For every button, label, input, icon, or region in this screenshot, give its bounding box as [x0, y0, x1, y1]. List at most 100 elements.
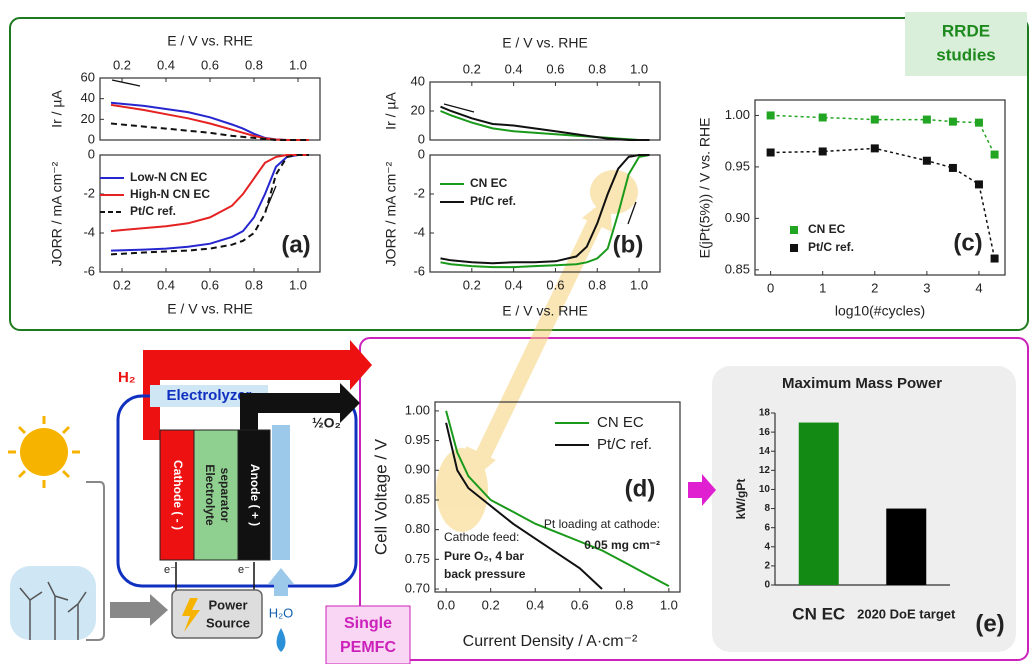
y-tick-label: -4: [83, 224, 95, 239]
series-line: [111, 105, 309, 140]
pemfc-label: PEMFC: [340, 639, 396, 656]
x-axis-label: E / V vs. RHE: [502, 303, 588, 319]
y-tick-label: 20: [411, 102, 425, 117]
figure: RRDE studies H₂ Electrolyzer: [0, 0, 1034, 664]
rrde-label: studies: [936, 45, 996, 64]
legend-label: High-N CN EC: [130, 187, 210, 201]
bar: [799, 423, 839, 585]
point: [991, 151, 999, 159]
x-tick-label: 0.8: [615, 597, 633, 612]
y-tick-label: 0: [418, 146, 425, 161]
point: [767, 149, 775, 157]
x-axis-label: E / V vs. RHE: [502, 35, 588, 51]
point: [871, 144, 879, 152]
x-tick-label: 1.0: [630, 277, 648, 292]
power-arrow: [110, 594, 168, 626]
pemfc-label: Single: [344, 615, 392, 632]
y-tick-label: 0.95: [405, 432, 430, 447]
h2-label: H₂: [118, 369, 136, 386]
x-axis-label: E / V vs. RHE: [167, 301, 253, 317]
legend-swatch: [790, 226, 798, 234]
x-tick-label: 0.4: [157, 277, 175, 292]
x-tick-label: 0.8: [588, 277, 606, 292]
x-tick-label: 1.0: [660, 597, 678, 612]
x-tick-label: 0.4: [157, 57, 175, 72]
x-tick-label: 4: [975, 280, 982, 295]
legend-label: CN EC: [597, 414, 644, 431]
x-tick-label: 1: [819, 280, 826, 295]
cathode-label: Cathode ( - ): [171, 460, 185, 530]
x-tick-label: 1.0: [630, 61, 648, 76]
point: [975, 180, 983, 188]
x-tick-label: 0.6: [201, 57, 219, 72]
x-tick-label: 3: [923, 280, 930, 295]
y-tick-label: 20: [81, 111, 95, 126]
point: [819, 147, 827, 155]
point: [923, 116, 931, 124]
electrolyzer-diagram: H₂ Electrolyzer ½O₂ Cathode ( - ) Electr…: [8, 340, 410, 664]
y-tick-label: 10: [759, 484, 771, 495]
series-line: [441, 111, 650, 140]
y-tick-label: 2: [764, 561, 770, 572]
annotation: (b): [613, 231, 644, 258]
y-tick-label: 0.95: [725, 158, 750, 173]
y-tick-label: 0: [88, 146, 95, 161]
x-tick-label: 0.4: [526, 597, 544, 612]
x-tick-label: 0.6: [201, 277, 219, 292]
x-tick-label: 0.6: [546, 61, 564, 76]
y-tick-label: 1.00: [725, 107, 750, 122]
y-tick-label: 0: [88, 131, 95, 146]
y-tick-label: 18: [759, 408, 771, 419]
y-tick-label: 0.90: [405, 462, 430, 477]
wind-turbines: [10, 566, 96, 640]
point: [991, 255, 999, 263]
o2-label: ½O₂: [312, 415, 341, 431]
y-tick-label: 16: [759, 427, 771, 438]
x-tick-label: 0.6: [571, 597, 589, 612]
x-tick-label: 1.0: [289, 277, 307, 292]
sweep-arrow: [112, 80, 140, 86]
annotation: back pressure: [444, 567, 526, 581]
legend-label: Pt/C ref.: [130, 204, 176, 218]
water-drop: [277, 628, 286, 652]
annotation: Cathode feed:: [444, 530, 519, 544]
legend-label: Low-N CN EC: [130, 170, 208, 184]
y-axis-label: Ir / µA: [49, 90, 65, 128]
point: [871, 116, 879, 124]
point: [819, 114, 827, 122]
chart-title: Maximum Mass Power: [782, 375, 942, 392]
annotation: (d): [625, 475, 656, 502]
y-axis-label: JORR / mA cm⁻²: [383, 161, 399, 266]
y-tick-label: -6: [413, 263, 425, 278]
series-line: [111, 124, 309, 141]
power-source-label: Source: [206, 615, 250, 630]
annotation: Pure O₂, 4 bar: [444, 549, 524, 563]
x-tick-label: 0.8: [588, 61, 606, 76]
y-axis-label: E(jPt(5%)) / V vs. RHE: [697, 118, 713, 259]
electron-label: e⁻: [164, 564, 176, 576]
y-tick-label: 40: [81, 90, 95, 105]
legend-label: CN EC: [470, 176, 508, 190]
anode-label: Anode ( + ): [248, 464, 262, 526]
x-axis-label: log10(#cycles): [835, 303, 925, 319]
y-tick-label: 0.75: [405, 551, 430, 566]
y-tick-label: -6: [83, 263, 95, 278]
x-tick-label: 0.0: [437, 597, 455, 612]
point: [923, 157, 931, 165]
legend-swatch: [790, 244, 798, 252]
highlight: [436, 170, 638, 532]
water-column: [272, 425, 290, 560]
fit-line: [771, 115, 995, 154]
bar: [886, 509, 926, 585]
x-axis-label: Current Density / A·cm⁻²: [463, 633, 638, 650]
y-tick-label: 40: [411, 73, 425, 88]
water-label: H₂O: [269, 605, 294, 620]
y-axis-label: kW/gPt: [734, 479, 748, 520]
y-tick-label: 4: [764, 541, 770, 552]
y-tick-label: -2: [83, 185, 95, 200]
